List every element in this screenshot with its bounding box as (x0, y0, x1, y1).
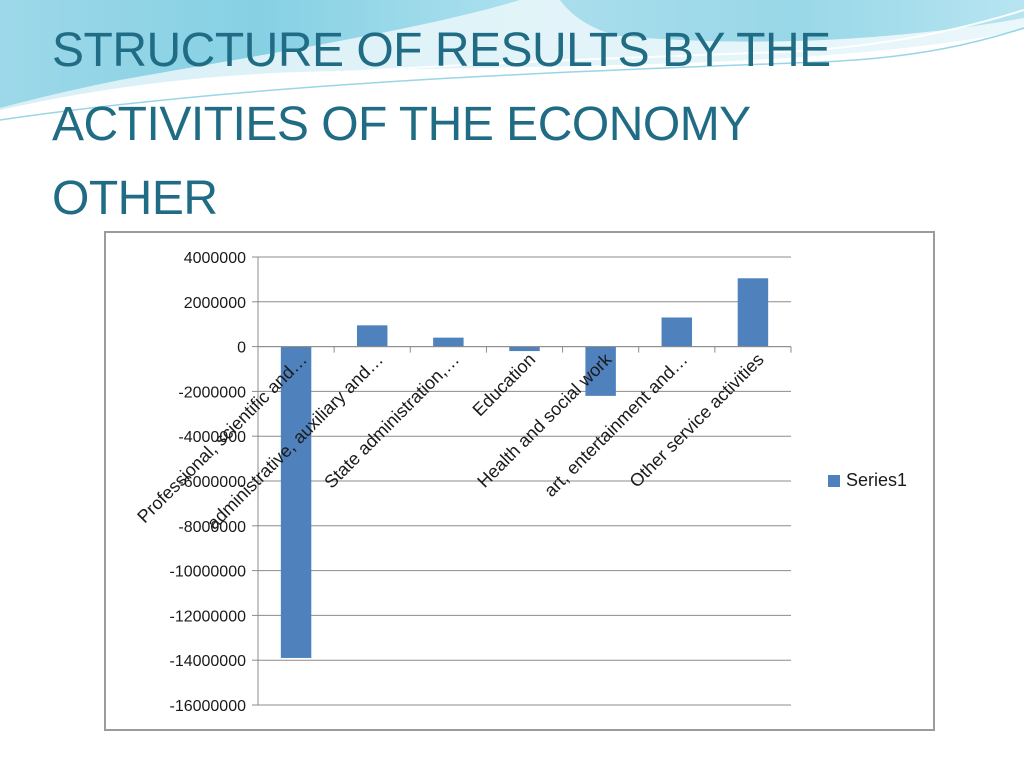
y-tick-label: -12000000 (169, 608, 246, 625)
legend: Series1 (828, 470, 907, 490)
y-tick-label: -4000000 (178, 429, 246, 446)
slide-title: STRUCTURE OF RESULTS BY THE ACTIVITIES O… (52, 14, 952, 236)
y-tick-label: -10000000 (169, 564, 246, 581)
category-label: Health and social work (473, 349, 616, 492)
chart-frame: 4000000 2000000 0 -2000000 -4000000 -6000000 -… (104, 231, 935, 731)
category-label: Education (469, 349, 540, 420)
gridlines (258, 256, 791, 706)
bar (585, 346, 616, 396)
legend-label: Series1 (846, 470, 907, 490)
category-labels: Professional, scientific and…administrat… (133, 349, 767, 534)
y-tick-label: 0 (237, 340, 246, 357)
y-tick-label: -14000000 (169, 653, 246, 670)
bars (280, 278, 769, 658)
slide-title-line: OTHER (52, 172, 218, 225)
bar (661, 317, 693, 347)
category-label: art, entertainment and… (540, 349, 691, 500)
bar (280, 346, 312, 658)
y-tick-labels: 4000000 2000000 0 -2000000 -4000000 -6000000 -… (169, 250, 246, 715)
slide-title-line: STRUCTURE OF RESULTS BY THE (52, 24, 831, 77)
bar (433, 337, 464, 347)
category-label: Other service activities (626, 349, 768, 491)
y-tick-label: -6000000 (178, 474, 246, 491)
y-tick-label: -2000000 (178, 384, 246, 401)
y-tick-label: -8000000 (178, 519, 246, 536)
legend-swatch (828, 475, 840, 487)
y-tick-label: 4000000 (184, 250, 246, 267)
bar (356, 325, 388, 347)
bar-chart: 4000000 2000000 0 -2000000 -4000000 -6000000 -… (133, 250, 907, 715)
y-tick-label: 2000000 (184, 295, 246, 312)
bar (737, 278, 769, 347)
axes (252, 256, 792, 706)
bar (509, 346, 540, 352)
slide-title-line: ACTIVITIES OF THE ECONOMY (52, 98, 751, 151)
category-label: State administration,… (320, 349, 463, 492)
y-tick-label: -16000000 (169, 698, 246, 715)
